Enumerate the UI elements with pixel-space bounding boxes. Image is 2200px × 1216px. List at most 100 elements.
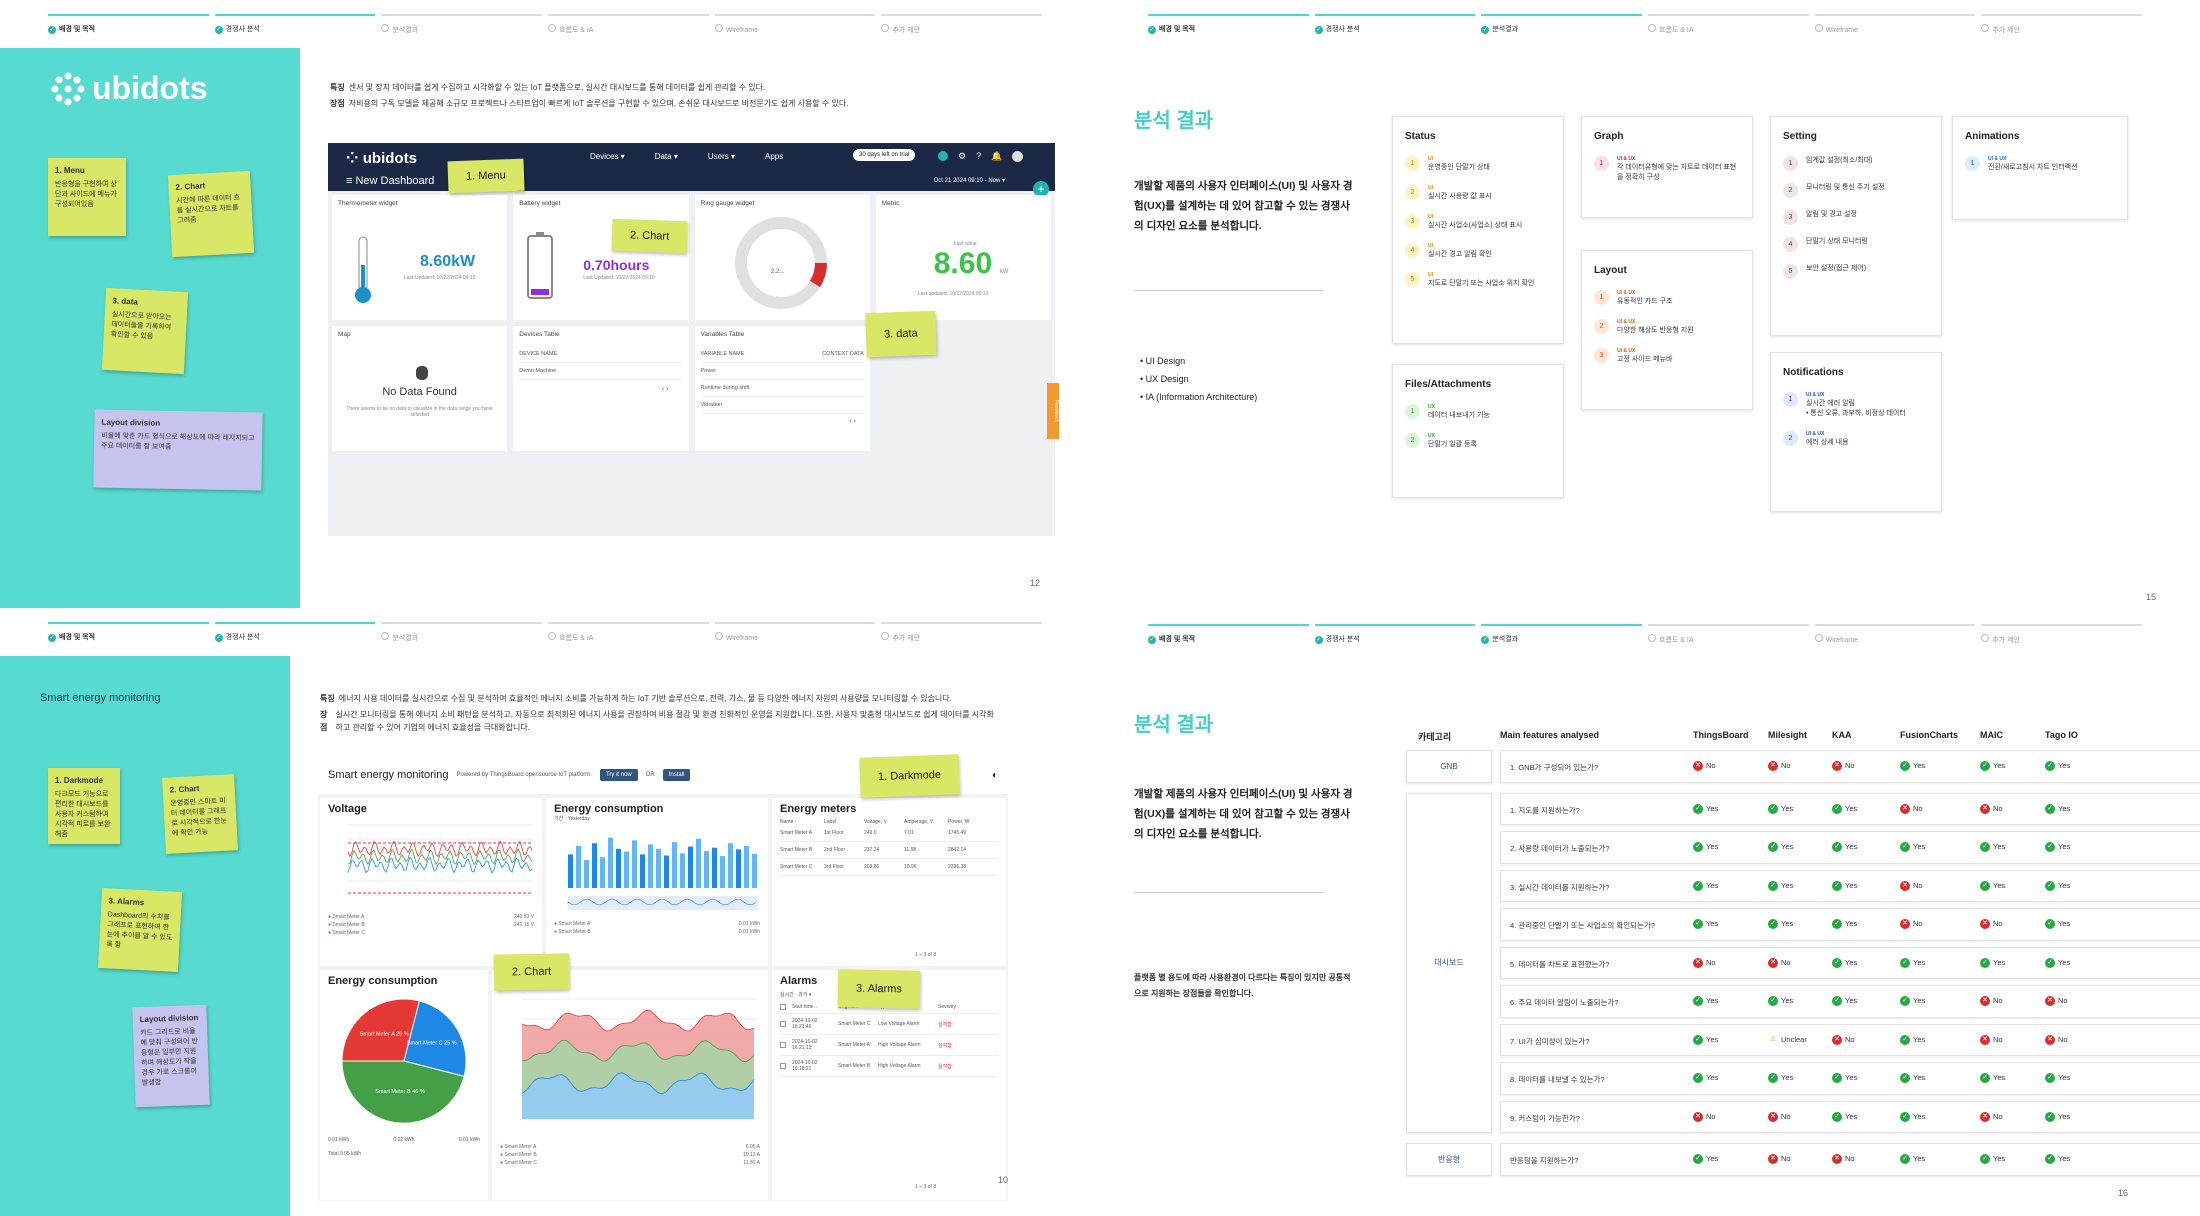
help-icon[interactable]: ? — [976, 151, 982, 161]
x-circle-icon: ✕ — [1768, 957, 1778, 968]
table-row[interactable]: 2024-10-02 16:21:13 Smart Meter A High Vol… — [780, 1035, 998, 1056]
checkbox[interactable] — [780, 1021, 786, 1027]
answer-cell: ✓ Yes — [1693, 1073, 1718, 1084]
try-button[interactable]: Try it now — [599, 769, 638, 781]
pie-slice — [341, 998, 421, 1062]
menu-apps[interactable]: Apps — [764, 152, 784, 161]
pager-icon[interactable]: ‹ › — [661, 386, 669, 393]
variables-table-widget: Variables Table VARIABLE NAME CONTEXT DAT… — [694, 326, 870, 451]
table-row[interactable]: 2024-10-02 16:18:21 Smart Meter B High Vol… — [780, 1056, 998, 1077]
menu-data[interactable]: Data ▾ — [654, 152, 678, 161]
install-button[interactable]: Install — [662, 769, 691, 781]
ring-gauge-widget: Ring gauge widget 2.2... — [694, 195, 870, 320]
feature-question: 1. 지도를 지원하는가? — [1510, 805, 1580, 815]
status-icon[interactable] — [938, 151, 948, 161]
answer-cell: ✓ Yes — [1693, 842, 1718, 853]
add-widget-button[interactable]: + — [1033, 181, 1049, 197]
energy-consumption-widget: Energy consumption 기간 · Yesterday ● Smar… — [546, 798, 768, 966]
avatar[interactable] — [1012, 151, 1024, 162]
side-title: Smart energy monitoring — [40, 692, 161, 704]
dashboard-navbar: ⁘ ubidots Devices ▾ Data ▾ Users ▾ Apps … — [328, 143, 1055, 197]
answer-cell: ✓ Yes — [2045, 919, 2070, 930]
moon-icon[interactable]: ◐ — [991, 769, 998, 781]
sticky-note: 2. Chart 운영중인 스마트 미터 데이터를 그래프로 시각적으로 한눈에 … — [162, 774, 238, 854]
answer-cell: ✓ Yes — [1980, 1073, 2005, 1084]
ubidots-dashboard: ⁘ ubidots Devices ▾ Data ▾ Users ▾ Apps … — [328, 143, 1059, 536]
metric-widget: Metric Last value 8.60 kW Last updated: … — [875, 195, 1051, 320]
pie-label: Smart Meter C 25 % — [407, 1041, 457, 1047]
answer-cell: ✓ Yes — [2045, 1112, 2070, 1122]
x-circle-icon: ✕ — [1768, 1111, 1778, 1122]
list-item: 5 보안 설정(접근 제어) — [1783, 264, 1929, 279]
check-circle-icon: ✓ — [2045, 761, 2055, 772]
slide-analysis-cards: ✓ 배경 및 목적 ✓ 경쟁사 분석 ✓ 분석결과 흐름도 & IA Wirefram… — [1100, 0, 2200, 608]
table-row[interactable]: Smart Meter A 1st Floor 249.0 7.01 1745.49 — [780, 825, 998, 842]
battery-icon — [527, 232, 554, 299]
date-range[interactable]: Oct 21 2024 09:10 - Now ▾ — [933, 178, 1005, 184]
callout-chart: 2. Chart — [611, 218, 688, 254]
table-row[interactable]: Power — [700, 363, 864, 380]
circle-icon — [548, 632, 557, 640]
card-notifications: Notifications 1 UI & UX 실시간 에러 알림 • 통신 오류, … — [1770, 352, 1942, 512]
check-circle-icon: ✓ — [2045, 803, 2055, 814]
trial-badge[interactable]: 30 days left on trial — [853, 149, 916, 161]
checkbox[interactable] — [780, 1004, 786, 1010]
checkbox[interactable] — [780, 1042, 786, 1048]
list-item: 4 단말기 상태 모니터링 — [1783, 237, 1929, 252]
pie-slice — [341, 1060, 465, 1124]
circle-icon — [1981, 24, 1990, 32]
slide-smart-energy: ✓ 배경 및 목적 ✓ 경쟁사 분석 분석결과 흐름도 & IA Wireframe… — [0, 608, 1100, 1216]
callout-data: 3. data — [865, 310, 937, 358]
list-item: 1 UI & UX 유동적인 카드 구조 — [1594, 290, 1740, 307]
answer-cell: ✓ Yes — [2045, 842, 2070, 853]
table-row — [1500, 1062, 2200, 1095]
devices-table-widget: Devices Table DEVICE NAME Demo Machine ‹… — [513, 326, 689, 451]
feature-question: 9. 커스텀이 가능한가? — [1510, 1113, 1580, 1123]
alarm-filter[interactable]: 실시간 · 과거 ▾ — [780, 992, 812, 998]
answer-cell: ✕ No — [1900, 881, 1923, 891]
menu-users[interactable]: Users ▾ — [707, 152, 735, 161]
answer-cell: ✓ Yes — [1832, 1112, 1857, 1122]
table-row — [1500, 985, 2200, 1018]
card-layout: Layout 1 UI & UX 유동적인 카드 구조 2 UI & UX 다양한 해상… — [1581, 250, 1753, 410]
dashboard-logo[interactable]: ⁘ ubidots — [346, 150, 417, 167]
aside-panel: ubidots 1. Menu 반응형을 구현하여 상단과 사이드에 메뉴가 구성… — [0, 48, 300, 608]
check-circle-icon: ✓ — [1768, 842, 1778, 853]
card-setting: Setting 1 임계값 설정(최소/최대) 2 모니터링 및 통신 주기 설정 … — [1770, 116, 1942, 336]
check-circle-icon: ✓ — [2045, 842, 2055, 853]
answer-cell: ✓ Yes — [1832, 996, 1857, 1007]
table-row[interactable]: Demo Machine — [519, 363, 683, 380]
check-circle-icon: ✓ — [1693, 1034, 1703, 1045]
energy-bar-chart — [567, 837, 758, 910]
database-icon — [416, 366, 428, 380]
x-circle-icon: ✕ — [1980, 1111, 1990, 1122]
table-row[interactable]: Runtime during shift — [700, 380, 864, 397]
x-circle-icon: ✕ — [1693, 957, 1703, 968]
feedback-tab[interactable]: Feedback — [1047, 383, 1059, 439]
table-row[interactable]: Smart Meter C 3rd Floor 203.86 10.96 2236.38 — [780, 859, 998, 876]
list-item: 2 UX 단말기 일괄 등록 — [1405, 433, 1551, 450]
bell-icon[interactable]: 🔔 — [991, 151, 1003, 161]
circle-icon — [381, 632, 390, 640]
table-row[interactable]: 2024-10-02 16:21:40 Smart Meter C Low Volt… — [780, 1014, 998, 1035]
table-header: ThingsBoard — [1693, 730, 1749, 740]
check-circle-icon: ✓ — [1693, 803, 1703, 814]
card-animations: Animations 1 UI & UX 전환/새로고침시 차트 인터랙션 — [1952, 116, 2128, 220]
list-item: 2 UI & UX 다양한 해상도 반응형 지원 — [1594, 319, 1740, 336]
answer-cell: ✓ Yes — [2045, 958, 2070, 968]
table-row — [1500, 946, 2200, 979]
dashboard-title[interactable]: ≡ New Dashboard — [346, 175, 435, 187]
menu-devices[interactable]: Devices ▾ — [590, 152, 625, 161]
checkbox[interactable] — [780, 1063, 786, 1069]
table-row[interactable]: Smart Meter B 2nd Floor 237.24 11.98 2842.14 — [780, 842, 998, 859]
feature-desc: 특징 에너지 사용 데이터를 실시간으로 수집 및 분석하여 효율적인 에너지 소… — [320, 694, 994, 732]
check-circle-icon: ✓ — [2045, 957, 2055, 968]
gear-icon[interactable]: ⚙ — [958, 151, 967, 161]
check-circle-icon: ✓ — [1980, 1154, 1990, 1165]
table-row — [1500, 1143, 2200, 1176]
energy-meters-widget: Energy meters Name ↑ Label Voltage, V Amper… — [772, 798, 1006, 966]
voltage-widget: Voltage ● Smart Meter A 240.53 V ● Smart… — [320, 798, 542, 966]
category-cell: 반응형 — [1406, 1143, 1492, 1176]
table-row[interactable]: Vibration — [700, 397, 864, 414]
pager-icon[interactable]: ‹ › — [849, 418, 856, 425]
